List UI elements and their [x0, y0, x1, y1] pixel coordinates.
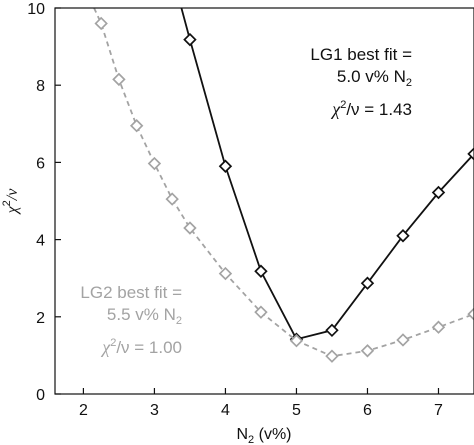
- x-tick-label: 3: [150, 402, 159, 419]
- series-2-point: [147, 156, 162, 171]
- series-2-point: [467, 307, 474, 321]
- x-tick-label: 2: [79, 402, 88, 419]
- series-2-point: [94, 16, 108, 31]
- series-2-point: [289, 334, 304, 348]
- series-1-line: [180, 7, 474, 341]
- y-tick-label: 0: [36, 387, 45, 404]
- series-1-point: [218, 159, 233, 173]
- y-tick-label: 10: [27, 1, 45, 18]
- series-1-point: [254, 264, 268, 278]
- series-1-point: [467, 147, 474, 161]
- ticks-layer: 2 3 4 5 6 7 0 2 4 6 8 10: [27, 1, 443, 419]
- series-1-point: [360, 276, 375, 290]
- x-axis-label: N2 (v%): [236, 426, 291, 445]
- lg1-best-fit-annotation: LG1 best fit = 5.0 v% N2 χ2/ν = 1.43: [310, 44, 412, 121]
- y-tick-label: 4: [36, 233, 45, 250]
- series-2-point: [431, 320, 446, 334]
- series-2-point: [396, 333, 410, 347]
- x-tick-label: 4: [221, 402, 230, 419]
- series-2-point: [183, 221, 197, 235]
- x-tick-label: 7: [434, 402, 443, 419]
- y-axis-label: χ2/ν: [1, 188, 21, 216]
- series-2-point: [112, 72, 126, 87]
- series-2-point: [254, 305, 268, 319]
- y-tick-label: 2: [36, 310, 45, 327]
- series-1-point: [431, 185, 446, 200]
- series-2-point: [218, 266, 233, 281]
- lg2-annotation-line-3: χ2/ν = 1.00: [102, 337, 182, 357]
- lg2-annotation-line-1: LG2 best fit =: [80, 283, 182, 302]
- series-layer: [93, 7, 474, 363]
- lg1-annotation-line-1: LG1 best fit =: [310, 45, 412, 64]
- series-1-point: [325, 323, 339, 338]
- x-tick-label: 5: [292, 402, 301, 419]
- series-2-point: [325, 349, 339, 363]
- lg1-annotation-line-3: χ2/ν = 1.43: [332, 99, 412, 119]
- plot-frame: [54, 7, 474, 395]
- series-2-point: [129, 119, 144, 133]
- x-tick-label: 6: [363, 402, 372, 419]
- series-1-point: [396, 229, 410, 243]
- y-tick-label: 6: [36, 155, 45, 172]
- series-2-point: [165, 192, 179, 206]
- lg1-annotation-line-2: 5.0 v% N2: [336, 67, 412, 89]
- y-tick-label: 8: [36, 78, 45, 95]
- lg2-annotation-line-2: 5.5 v% N2: [106, 305, 182, 327]
- lg2-best-fit-annotation: LG2 best fit = 5.5 v% N2 χ2/ν = 1.00: [80, 282, 182, 359]
- series-1-point: [183, 32, 197, 47]
- series-2-point: [360, 344, 375, 358]
